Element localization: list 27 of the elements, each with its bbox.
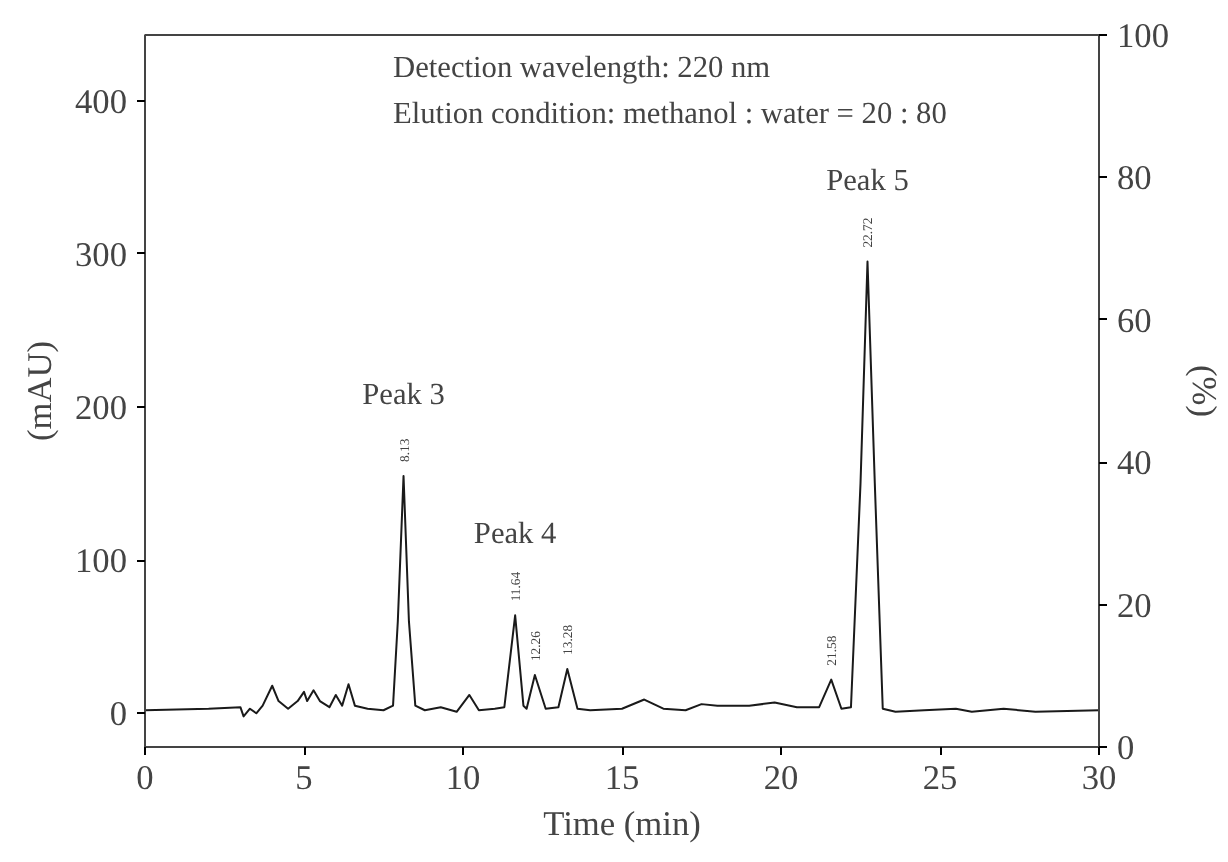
y2-tick-label: 40 bbox=[1117, 444, 1152, 483]
line-series bbox=[145, 260, 1099, 718]
y2-tick-label: 80 bbox=[1117, 159, 1152, 198]
x-tick-label: 0 bbox=[136, 759, 154, 797]
annotation: Peak 3 bbox=[362, 377, 446, 412]
x-tick-label: 5 bbox=[295, 759, 313, 797]
y-tick-label: 300 bbox=[75, 235, 128, 274]
annotation: Peak 5 bbox=[826, 163, 910, 198]
y2-axis-title: (%) bbox=[1184, 365, 1223, 418]
annotation: Detection wavelength: 220 nm bbox=[393, 50, 771, 85]
y2-tick-label: 0 bbox=[1117, 729, 1135, 767]
x-tick-label: 15 bbox=[604, 759, 640, 797]
y2-tick-label: 60 bbox=[1117, 301, 1152, 340]
annotation: Peak 4 bbox=[473, 517, 558, 552]
y-tick-label: 400 bbox=[75, 82, 128, 121]
x-axis-title: Time (min) bbox=[543, 805, 702, 843]
y-tick-label: 100 bbox=[75, 542, 128, 581]
y2-tick-label: 20 bbox=[1117, 586, 1152, 625]
y2-tick-label: 100 bbox=[1117, 17, 1169, 55]
annotation: Elution condition: methanol : water = 20 : 80 bbox=[393, 97, 948, 132]
x-tick-label: 10 bbox=[445, 759, 481, 797]
x-tick-label: 25 bbox=[922, 759, 958, 797]
x-tick-label: 30 bbox=[1081, 759, 1117, 797]
y-axis-title: (mAU) bbox=[21, 340, 60, 442]
x-tick-label: 20 bbox=[763, 759, 799, 797]
y-tick-label: 200 bbox=[75, 389, 128, 428]
y-tick-label: 0 bbox=[109, 695, 128, 734]
